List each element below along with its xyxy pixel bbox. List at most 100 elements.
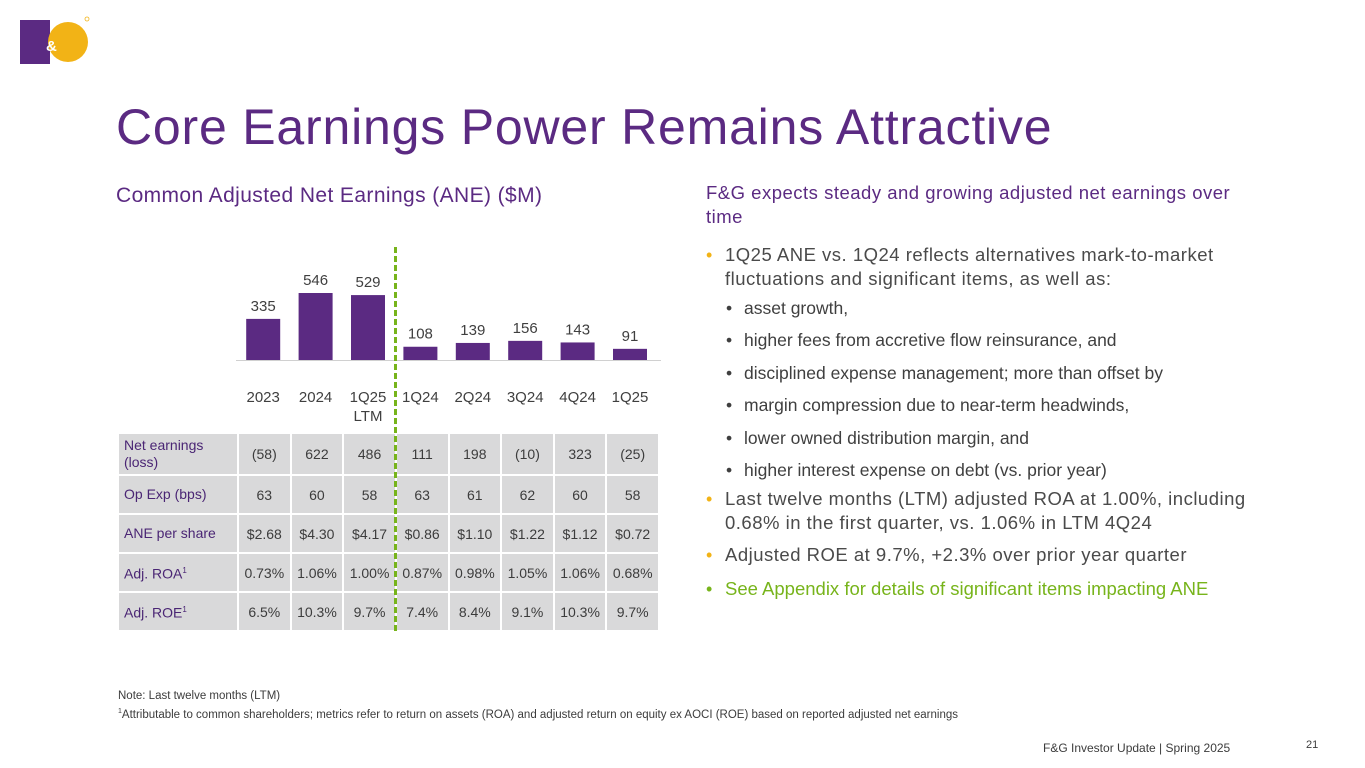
table-cell: 1.05% (500, 552, 555, 593)
data-label: 139 (460, 322, 485, 339)
x-tick-label: 1Q24 (402, 389, 439, 406)
row-header: Adj. ROE1 (117, 591, 239, 632)
row-header: ANE per share (117, 513, 239, 554)
x-tick-label: 1Q25 (612, 389, 649, 406)
table-cell: 1.00% (342, 552, 397, 593)
row-header: Op Exp (bps) (117, 474, 239, 515)
table-cell: 60 (552, 474, 608, 515)
table-cell: 7.4% (394, 591, 450, 632)
data-label: 546 (303, 272, 328, 289)
x-tick-label: 2023 (247, 389, 280, 406)
table-cell: (10) (500, 432, 555, 476)
table-cell: 9.7% (342, 591, 397, 632)
table-cell: 62 (500, 474, 555, 515)
table-cell: 111 (394, 432, 450, 476)
table-cell: $2.68 (237, 513, 292, 554)
chart-heading: Common Adjusted Net Earnings (ANE) ($M) (116, 184, 543, 207)
table-cell: $0.72 (605, 513, 660, 554)
data-label: 156 (513, 320, 538, 337)
metrics-table: Net earnings (loss) (58) 622 486 111 198 (10) 3… (117, 432, 660, 632)
table-cell: 60 (289, 474, 345, 515)
bar-1q24 (403, 346, 438, 360)
table-cell: 622 (289, 432, 345, 476)
footnote: Note: Last twelve months (LTM) 1Attribut… (118, 689, 958, 723)
data-label: 529 (355, 274, 380, 291)
sub-bullet: lower owned distribution margin, and (706, 427, 1266, 449)
bar-2023 (246, 318, 281, 360)
bullet-roe: Adjusted ROE at 9.7%, +2.3% over prior y… (706, 543, 1266, 567)
x-tick-label: 4Q24 (559, 389, 596, 406)
table-cell: 198 (447, 432, 503, 476)
bar-2q24 (455, 342, 490, 360)
bar-4q24 (560, 342, 595, 360)
row-header-label: Net earnings (loss) (124, 437, 204, 470)
table-cell: $4.17 (342, 513, 397, 554)
sub-bullet: disciplined expense management; more tha… (706, 362, 1266, 384)
bar-1q25 (613, 348, 647, 360)
table-row: Op Exp (bps) 63 60 58 63 61 62 60 58 (117, 474, 660, 515)
data-label: 108 (408, 326, 433, 343)
page-title: Core Earnings Power Remains Attractive (116, 99, 1053, 155)
bullet-ane-comparison: 1Q25 ANE vs. 1Q24 reflects alternatives … (706, 243, 1266, 291)
table-cell: (25) (605, 432, 660, 476)
footnote-sup: 1 (118, 708, 122, 715)
table-cell: $4.30 (289, 513, 345, 554)
table-row: Net earnings (loss) (58) 622 486 111 198 (10) 3… (117, 432, 660, 476)
sub-bullet: higher fees from accretive flow reinsura… (706, 329, 1266, 351)
table-cell: $1.10 (447, 513, 503, 554)
table-cell: $1.12 (552, 513, 608, 554)
table-cell: 323 (552, 432, 608, 476)
commentary-panel: F&G expects steady and growing adjusted … (706, 181, 1266, 601)
table-cell: 1.06% (552, 552, 608, 593)
ltm-divider-line (394, 247, 397, 631)
bar-2024 (298, 293, 333, 360)
sub-bullet: higher interest expense on debt (vs. pri… (706, 459, 1266, 481)
x-tick-label: 2024 (299, 389, 332, 406)
table-cell: 63 (394, 474, 450, 515)
table-cell: 0.73% (237, 552, 292, 593)
table-cell: 1.06% (289, 552, 345, 593)
footnote-text: Attributable to common shareholders; met… (121, 708, 958, 721)
bar-3q24 (508, 340, 543, 360)
row-header-label: Adj. ROE (124, 604, 183, 621)
x-tick-label: 2Q24 (454, 389, 491, 406)
data-label: 91 (622, 328, 639, 345)
bar-1q25-ltm (351, 295, 385, 360)
footnote-line-1: Note: Last twelve months (LTM) (118, 690, 281, 702)
fg-logo: & (20, 16, 90, 64)
x-tick-label: LTM (354, 408, 383, 425)
footnote-line-2: 1Attributable to common shareholders; me… (118, 704, 958, 723)
table-cell: 9.1% (500, 591, 555, 632)
table-cell: 10.3% (289, 591, 345, 632)
table-cell: 0.98% (447, 552, 503, 593)
footer-text: F&G Investor Update | Spring 2025 (1043, 741, 1231, 755)
sub-bullet: asset growth, (706, 297, 1266, 319)
row-header: Net earnings (loss) (117, 432, 239, 476)
row-header-label: Adj. ROA (124, 565, 183, 582)
appendix-link[interactable]: See Appendix for details of significant … (706, 577, 1266, 601)
table-cell: 6.5% (237, 591, 292, 632)
bullet-roa: Last twelve months (LTM) adjusted ROA at… (706, 487, 1266, 535)
table-cell: 0.68% (605, 552, 660, 593)
sub-bullet: margin compression due to near-term head… (706, 394, 1266, 416)
table-cell: $1.22 (500, 513, 555, 554)
sub-bullet-list: asset growth, higher fees from accretive … (706, 297, 1266, 481)
x-tick-label: 3Q24 (507, 389, 544, 406)
row-header-label: ANE per share (124, 525, 216, 541)
page-number: 21 (1306, 739, 1319, 751)
table-cell: 61 (447, 474, 503, 515)
table-cell: 486 (342, 432, 397, 476)
row-header-label: Op Exp (bps) (124, 486, 207, 502)
ane-bar-chart: 335 2023 546 2024 529 1Q25 LTM 108 1Q24 139 2Q24 15… (236, 272, 661, 425)
table-row: ANE per share $2.68 $4.30 $4.17 $0.86 $1.10 $1… (117, 513, 660, 554)
table-cell: 58 (605, 474, 660, 515)
table-cell: (58) (237, 432, 292, 476)
table-cell: 8.4% (447, 591, 503, 632)
commentary-heading: F&G expects steady and growing adjusted … (706, 182, 1231, 227)
table-cell: 63 (237, 474, 292, 515)
svg-text:&: & (46, 38, 57, 55)
table-cell: 9.7% (605, 591, 660, 632)
table-cell: $0.86 (394, 513, 450, 554)
table-cell: 10.3% (552, 591, 608, 632)
table-cell: 0.87% (394, 552, 450, 593)
